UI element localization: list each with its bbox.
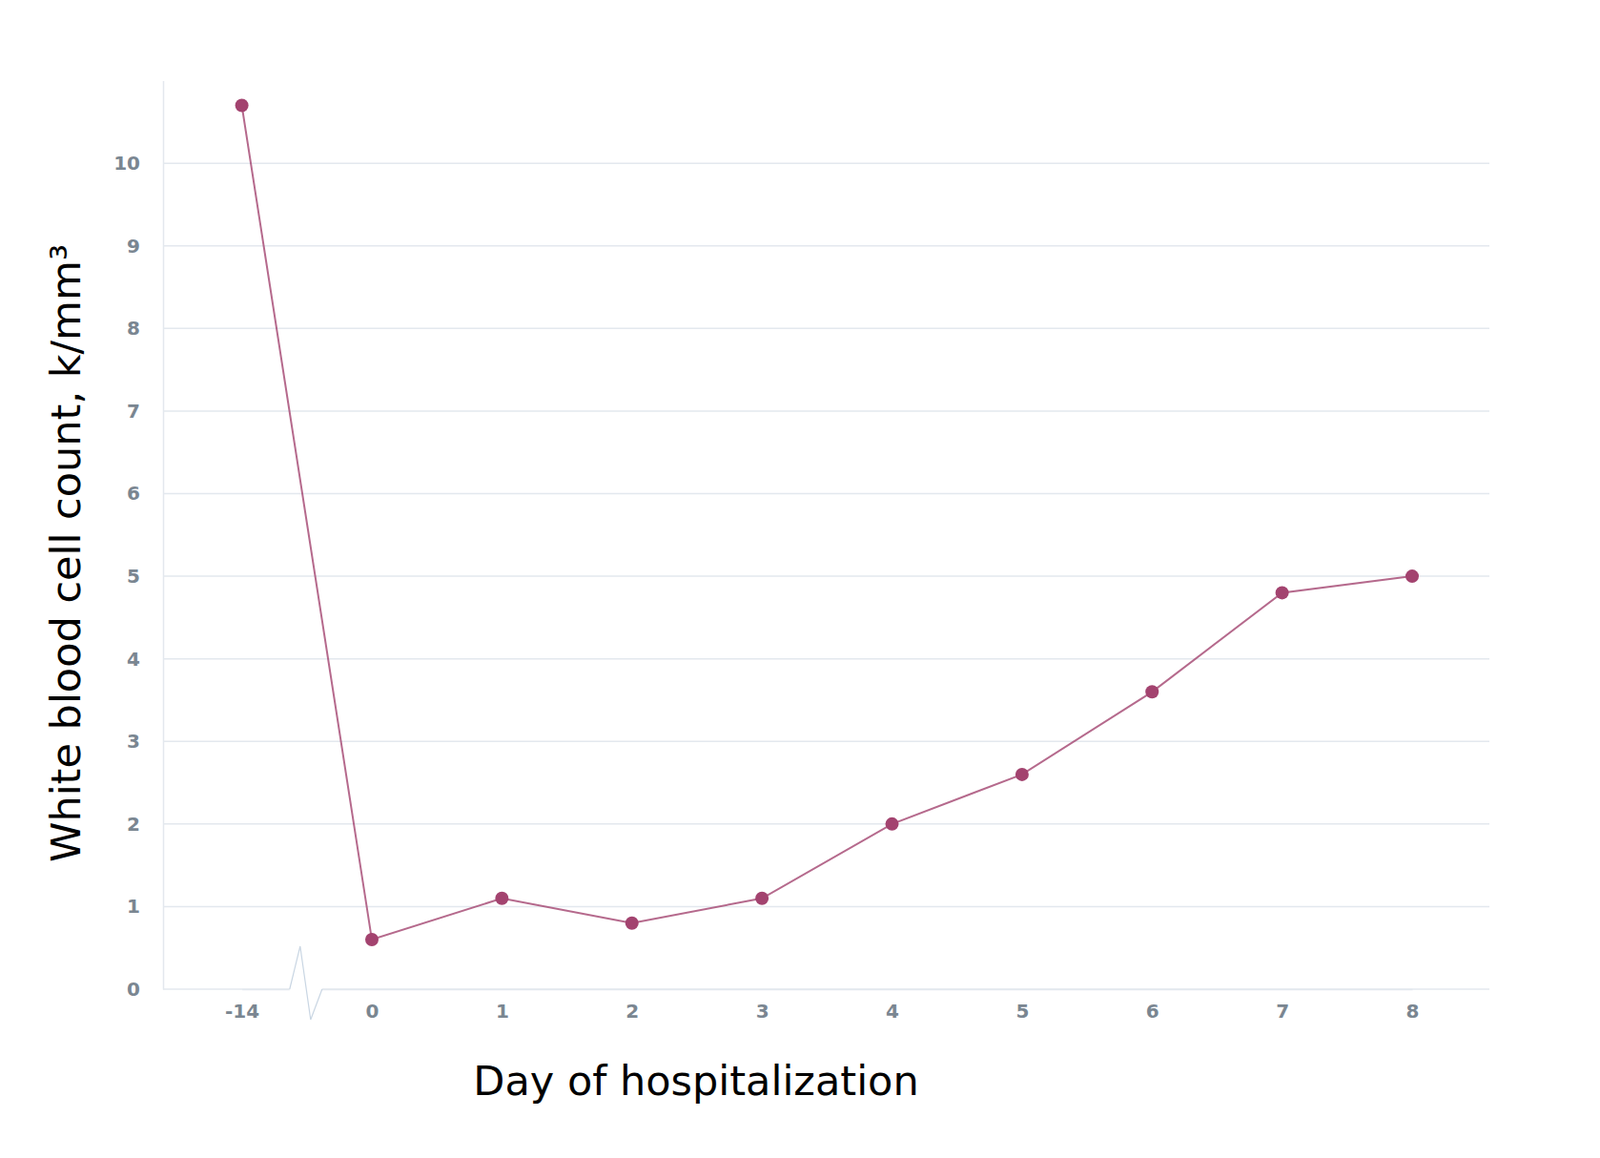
axis-break [289,945,323,1020]
grid-line [163,740,1490,743]
grid-line [163,574,1490,577]
x-tick-label: 0 [366,999,380,1023]
grid-line [163,162,1490,165]
y-tick: 10 [113,151,164,175]
x-tick-label: 2 [625,999,639,1023]
y-tick-label: 0 [126,977,141,1001]
data-point [755,891,769,905]
x-tick: 1 [495,988,510,1023]
data-point [1015,767,1029,781]
y-tick: 0 [126,977,164,1001]
grid-line [163,987,1490,990]
data-point [1405,569,1419,583]
y-tick-label: 8 [126,316,141,340]
y-tick: 3 [126,729,164,753]
y-axis-line [163,81,165,989]
grid-line [163,822,1490,825]
x-tick: 2 [625,988,639,1023]
x-axis: -14 0 1 2 3 4 5 6 7 8 [225,988,1419,1023]
y-tick-label: 1 [126,894,141,918]
y-tick-label: 6 [126,481,141,505]
x-tick: 5 [1015,988,1029,1023]
grid [163,163,1490,989]
x-tick: 3 [756,988,770,1023]
y-tick: 9 [126,234,164,258]
y-tick-label: 10 [113,151,141,175]
data-point [365,932,379,946]
x-tick-label: 3 [756,999,770,1023]
x-tick: 8 [1406,988,1420,1023]
y-tick-label: 9 [126,234,141,258]
y-tick-label: 5 [126,564,141,588]
y-tick-label: 4 [126,647,141,671]
y-tick-label: 7 [126,399,141,423]
x-tick: 4 [885,988,900,1023]
x-tick-label: 1 [495,999,510,1023]
grid-line [163,492,1490,495]
x-axis-line [242,988,1413,991]
data-point [1275,585,1290,599]
x-tick-label: 4 [885,999,900,1023]
x-tick: 0 [366,988,380,1023]
x-tick: 7 [1275,988,1290,1023]
plot-area [235,99,1419,946]
x-tick-label: 6 [1146,999,1160,1023]
grid-line [163,328,1490,330]
chart: 0 1 2 3 4 5 6 7 8 9 10 -14 0 1 2 3 4 5 6 7 8 Day of hospitali… [0,0,1600,1158]
grid-line [163,905,1490,908]
x-tick: 6 [1146,988,1160,1023]
y-tick-label: 2 [126,812,141,836]
x-tick-label: -14 [225,999,260,1023]
data-point [625,916,639,930]
series-line [242,105,1413,940]
grid-line [163,245,1490,247]
data-point [494,891,509,905]
data-point [1145,684,1159,698]
axis-break-zigzag [289,945,323,1020]
y-tick: 6 [126,481,164,505]
data-point [884,817,899,831]
y-tick: 2 [126,812,164,836]
y-tick: 4 [126,647,164,671]
y-tick: 5 [126,564,164,588]
x-tick-label: 8 [1406,999,1420,1023]
grid-line [163,410,1490,412]
y-axis-title: White blood cell count, k/mm³ [41,244,90,862]
y-axis: 0 1 2 3 4 5 6 7 8 9 10 [113,81,164,1001]
x-tick-label: 7 [1275,999,1290,1023]
y-tick: 7 [126,399,164,423]
x-tick-label: 5 [1015,999,1029,1023]
data-point [235,99,249,113]
x-axis-title: Day of hospitalization [472,1056,919,1105]
y-tick-label: 3 [126,729,141,753]
x-tick: -14 [225,988,260,1023]
grid-line [163,657,1490,660]
y-tick: 1 [126,894,164,918]
y-tick: 8 [126,316,164,340]
